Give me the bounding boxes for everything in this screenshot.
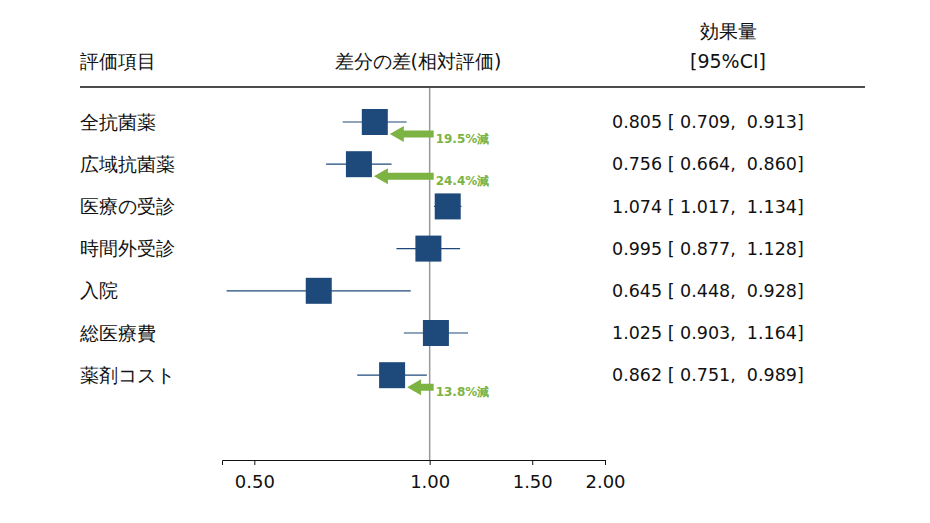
estimate-marker <box>346 151 372 177</box>
x-tick-mark <box>430 460 431 465</box>
x-axis: 0.50 1.00 1.50 2.00 <box>223 460 626 492</box>
effect-label: 1.025 [ 0.903, 1.164] <box>612 323 804 343</box>
estimate-marker <box>362 109 388 135</box>
x-tick-label: 1.50 <box>513 471 553 492</box>
effect-label: 0.805 [ 0.709, 0.913] <box>612 112 804 132</box>
label-subheader: [95%CI] <box>690 50 766 72</box>
estimate-marker <box>306 278 332 304</box>
row-label: 薬剤コスト <box>80 364 175 386</box>
reduction-label: 13.8%減 <box>436 385 490 399</box>
reference-line <box>429 88 431 460</box>
row-label: 時間外受診 <box>80 237 175 259</box>
label-header: 効果量 <box>700 20 757 42</box>
x-tick: 1.50 <box>513 460 553 492</box>
x-tick-label: 1.00 <box>410 471 450 492</box>
plot-area <box>227 109 469 388</box>
reduction-label: 24.4%減 <box>436 174 490 188</box>
header-rule <box>80 86 865 88</box>
estimate-marker <box>423 320 449 346</box>
effect-label: 1.074 [ 1.017, 1.134] <box>612 197 804 217</box>
row-label: 入院 <box>80 279 118 301</box>
reduction-arrow <box>390 126 434 142</box>
effect-label: 0.645 [ 0.448, 0.928] <box>612 281 804 301</box>
x-tick: 0.50 <box>235 460 275 492</box>
x-tick-label: 2.00 <box>585 471 625 492</box>
annotations: 19.5%減 24.4%減 13.8%減 <box>374 126 489 399</box>
row-label: 全抗菌薬 <box>80 111 156 133</box>
reduction-arrow <box>374 168 434 184</box>
reduction-arrow <box>407 379 434 395</box>
x-tick: 1.00 <box>410 460 450 492</box>
forest-plot: 評価項目 差分の差(相対評価) 効果量 [95%CI] 0.50 1.00 1.50 2.00… <box>0 0 930 523</box>
x-tick-label: 0.50 <box>235 471 275 492</box>
effect-label: 0.862 [ 0.751, 0.989] <box>612 365 804 385</box>
effect-label: 0.995 [ 0.877, 1.128] <box>612 239 804 259</box>
category-header: 評価項目 <box>80 50 156 72</box>
estimate-marker <box>435 193 461 219</box>
x-tick-mark <box>605 460 606 465</box>
x-tick-mark <box>532 460 533 465</box>
estimate-marker <box>379 362 405 388</box>
x-tick-mark <box>254 460 255 465</box>
effect-label: 0.756 [ 0.664, 0.860] <box>612 154 804 174</box>
x-tick: 2.00 <box>585 460 625 492</box>
row-label: 医療の受診 <box>80 195 175 217</box>
estimate-marker <box>415 236 441 262</box>
row-label: 総医療費 <box>79 322 156 344</box>
reduction-label: 19.5%減 <box>436 132 490 146</box>
x-axis-line <box>223 461 606 466</box>
row-label: 広域抗菌薬 <box>80 153 175 175</box>
plot-header: 差分の差(相対評価) <box>335 50 502 72</box>
